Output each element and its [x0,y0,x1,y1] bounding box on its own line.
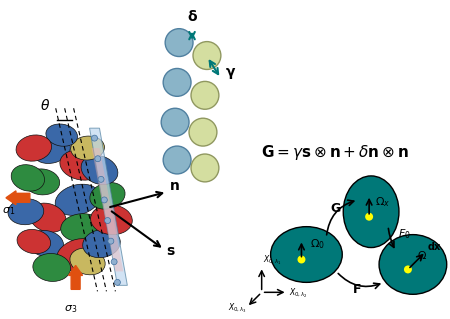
Text: $X_{0,\lambda_1}$: $X_{0,\lambda_1}$ [263,254,282,267]
Circle shape [163,146,191,174]
Ellipse shape [33,254,71,281]
Circle shape [404,265,412,273]
Circle shape [104,218,111,224]
Text: G: G [330,202,341,215]
Ellipse shape [17,229,50,254]
Ellipse shape [56,239,99,271]
Polygon shape [90,128,127,286]
Circle shape [98,176,104,182]
Text: $\mathbf{\delta}$: $\mathbf{\delta}$ [187,9,198,24]
Ellipse shape [60,150,104,180]
Text: $\Omega_0$: $\Omega_0$ [310,238,325,251]
Circle shape [163,69,191,96]
Ellipse shape [11,165,45,191]
Ellipse shape [8,199,44,225]
Ellipse shape [379,234,447,294]
Ellipse shape [90,205,132,235]
Ellipse shape [29,203,66,232]
Circle shape [95,156,101,162]
Circle shape [193,41,221,70]
Text: $\Omega_x$: $\Omega_x$ [375,195,390,209]
Circle shape [191,154,219,182]
FancyArrow shape [69,265,83,289]
Text: dx: dx [428,241,441,252]
Ellipse shape [71,136,104,160]
Text: $\Omega$: $\Omega$ [417,249,427,261]
Text: $\theta$: $\theta$ [40,98,50,113]
Circle shape [189,118,217,146]
Ellipse shape [83,229,120,258]
Ellipse shape [55,184,100,215]
Circle shape [191,81,219,109]
Ellipse shape [33,137,70,163]
Text: $\mathbf{s}$: $\mathbf{s}$ [166,243,176,257]
Ellipse shape [70,248,105,275]
Ellipse shape [28,230,63,257]
Text: $F_0$: $F_0$ [398,227,411,241]
Ellipse shape [61,214,103,242]
Text: $\mathbf{G} = \gamma\mathbf{s}\otimes\mathbf{n} + \delta\mathbf{n}\otimes\mathbf: $\mathbf{G} = \gamma\mathbf{s}\otimes\ma… [261,143,409,161]
Text: $\sigma_1$: $\sigma_1$ [2,205,15,217]
Ellipse shape [270,227,342,282]
Ellipse shape [343,176,399,248]
Circle shape [91,135,98,141]
Circle shape [111,259,117,265]
Text: $X_{0,\lambda_3}$: $X_{0,\lambda_3}$ [228,301,247,315]
Text: $X_{0,\lambda_2}$: $X_{0,\lambda_2}$ [288,286,307,300]
Ellipse shape [16,135,52,161]
Circle shape [114,279,121,286]
Ellipse shape [81,155,118,185]
Circle shape [108,238,114,244]
Ellipse shape [24,169,60,195]
Polygon shape [91,148,123,271]
Circle shape [161,108,189,136]
Text: $\mathbf{n}$: $\mathbf{n}$ [169,179,180,193]
Circle shape [365,213,373,221]
Ellipse shape [90,182,125,209]
Circle shape [297,256,306,263]
FancyArrow shape [6,191,30,205]
Text: $\mathbf{\gamma}$: $\mathbf{\gamma}$ [225,66,236,81]
Circle shape [165,29,193,56]
Text: F: F [353,283,362,296]
Circle shape [101,197,107,203]
Text: $\sigma_3$: $\sigma_3$ [64,303,77,315]
Ellipse shape [46,124,77,146]
